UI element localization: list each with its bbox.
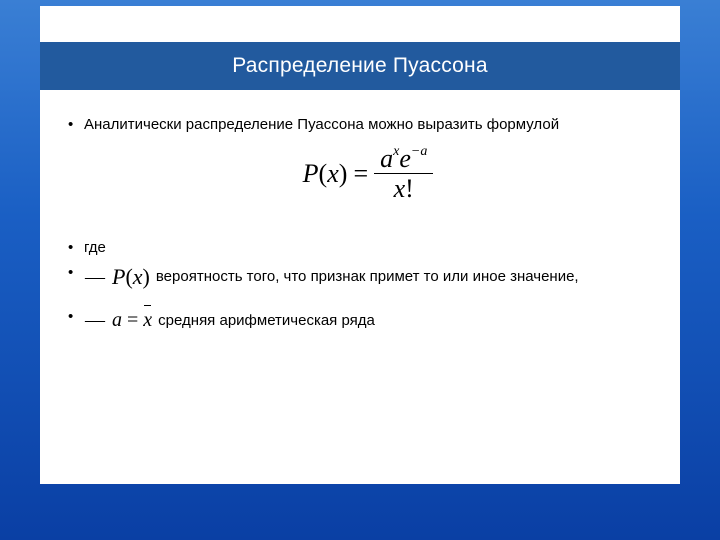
bullet-def-mean: — a = x средняя арифметическая ряда [64, 306, 652, 334]
inline-eq: = [127, 306, 138, 334]
formula-fraction: axe−a x! [374, 145, 433, 203]
bullet-where: где [64, 237, 652, 258]
fraction-denominator: x! [388, 175, 420, 202]
den-x: x [394, 174, 406, 203]
inline-a: a [112, 306, 122, 334]
poisson-formula: P(x) = axe−a x! [303, 145, 434, 203]
num-a: a [380, 144, 393, 173]
inline-P: P [112, 262, 125, 293]
slide-card: Распределение Пуассона Аналитически расп… [40, 6, 680, 484]
inline-Px: P(x) [112, 262, 150, 293]
slide-title: Распределение Пуассона [232, 54, 487, 78]
dash-2: — [84, 306, 106, 334]
formula-block: P(x) = axe−a x! [84, 145, 652, 203]
dash-1: — [84, 263, 106, 291]
num-e: e [399, 144, 411, 173]
title-strip: Распределение Пуассона [40, 42, 680, 90]
bullet-list: Аналитически распределение Пуассона можн… [64, 114, 652, 334]
inline-a-eq-xbar: a = x [112, 306, 152, 334]
formula-x: x [327, 159, 339, 188]
bullet-intro: Аналитически распределение Пуассона можн… [64, 114, 652, 203]
slide-body: Аналитически распределение Пуассона можн… [64, 114, 652, 338]
def1-tail: вероятность того, что признак примет то … [156, 266, 579, 287]
where-text: где [84, 239, 106, 256]
num-exp-neg: −a [411, 144, 427, 159]
fraction-numerator: axe−a [374, 145, 433, 172]
formula-eq: = [353, 156, 368, 192]
num-exp-x: x [393, 144, 399, 159]
inline-close: ) [143, 262, 150, 293]
bullet-def-px: — P(x) вероятность того, что признак при… [64, 262, 652, 293]
inline-open: ( [125, 262, 132, 293]
def2-tail: средняя арифметическая ряда [158, 310, 375, 331]
den-fact: ! [405, 174, 414, 203]
inline-x: x [133, 262, 143, 293]
inline-xbar: x [143, 306, 152, 334]
formula-P: P [303, 159, 319, 188]
formula-open: ( [319, 159, 328, 188]
intro-text: Аналитически распределение Пуассона можн… [84, 116, 559, 133]
formula-close: ) [339, 159, 348, 188]
